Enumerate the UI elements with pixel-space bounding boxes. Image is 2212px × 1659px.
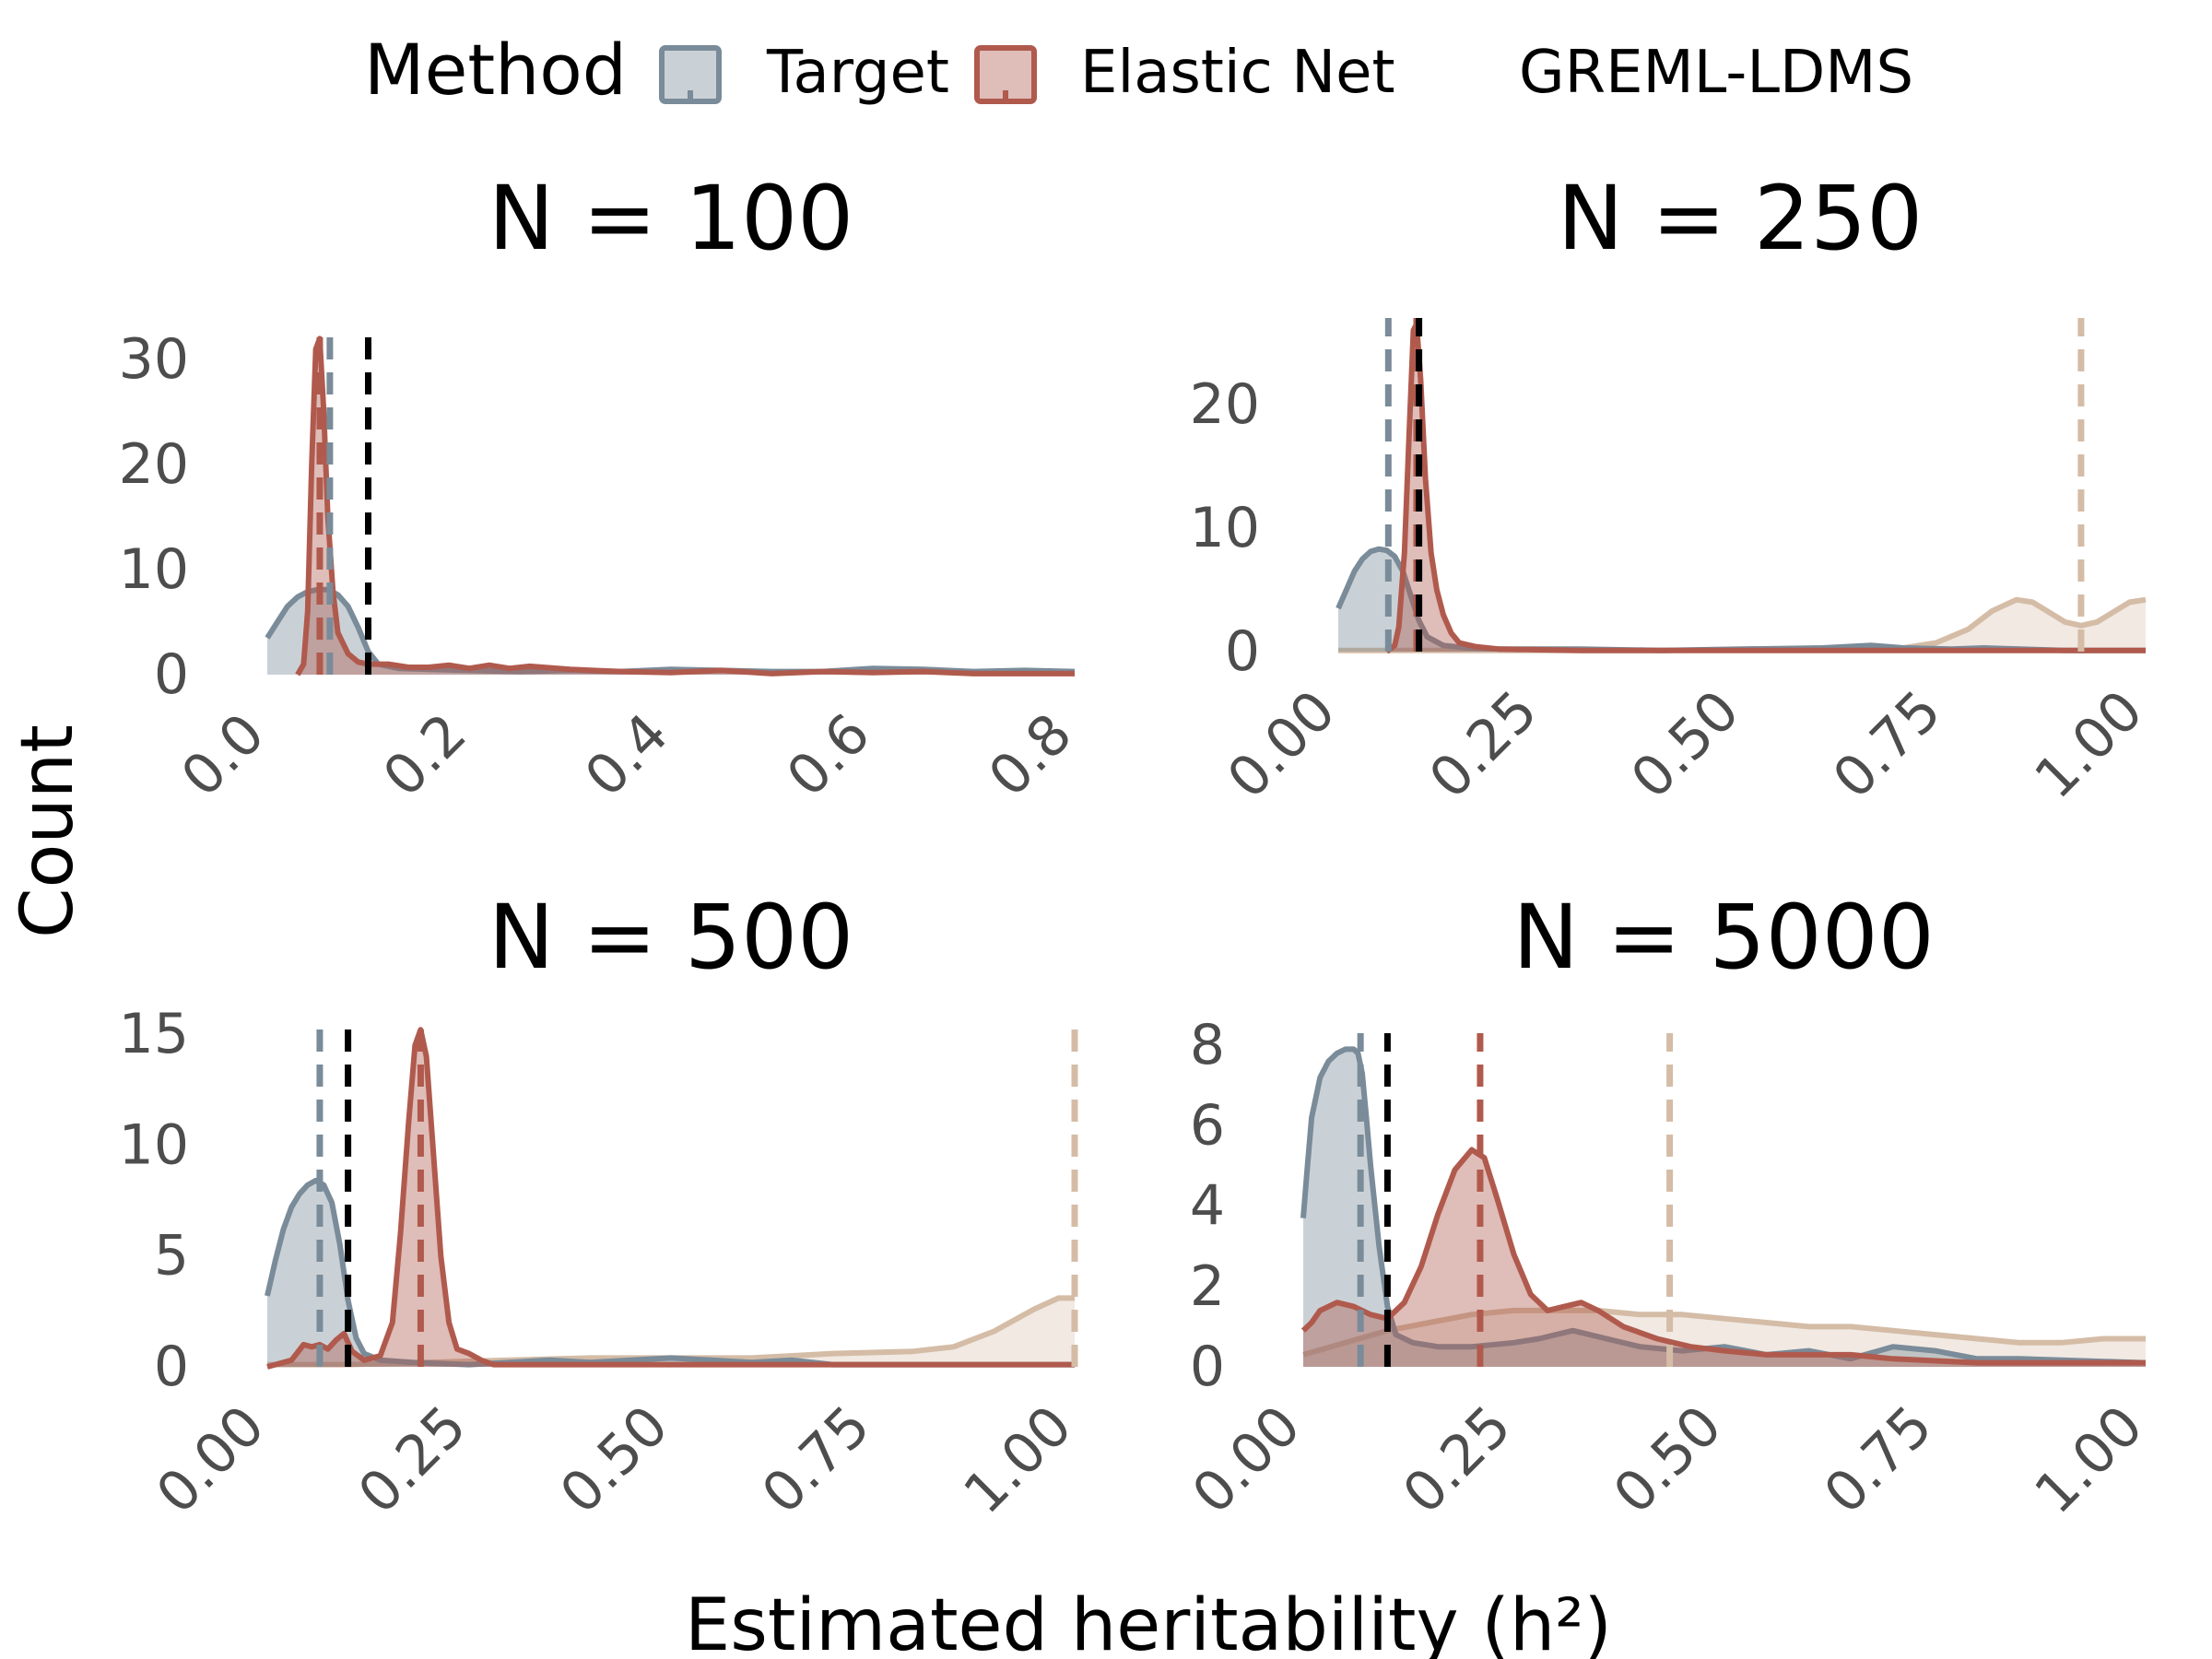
legend-key-target	[659, 45, 722, 104]
density-line-elastic-net	[295, 335, 1075, 677]
panel-n100-plot: 0 10 20 30 0.0 0.2 0.4 0.6 0.8	[119, 327, 1085, 809]
density-area-elastic-net	[267, 1030, 1075, 1367]
y-tick-label: 30	[119, 327, 189, 392]
density-line-target	[265, 586, 1076, 675]
x-tick-label: 0.50	[1602, 1394, 1735, 1526]
x-tick-label: 0.0	[170, 701, 277, 809]
x-tick-label: 0.25	[1418, 678, 1550, 811]
y-tick-label: 15	[119, 1002, 189, 1066]
density-area-greml-ldms	[1338, 599, 2146, 652]
x-tick-label: 0.25	[347, 1394, 479, 1526]
y-tick-label: 6	[1190, 1093, 1225, 1158]
legend-label-target: Target	[766, 39, 949, 107]
y-tick-label: 2	[1190, 1254, 1225, 1319]
x-tick-label: 1.00	[2023, 1394, 2156, 1526]
legend-label-elastic-net: Elastic Net	[1080, 39, 1395, 107]
density-area-target	[1303, 1049, 2146, 1367]
panel-n500-plot: 0 5 10 15 0.00 0.25 0.50 0.75 1.00	[119, 1002, 1085, 1526]
y-tick-label: 0	[1225, 619, 1260, 684]
density-line-elastic-net	[1300, 1147, 2146, 1366]
legend-key-elastic-net	[974, 45, 1037, 104]
panel-n5000: N = 5000 0 2 4 6 8 0.00 0.25 0.50 0.75 1.00	[1181, 886, 2156, 1526]
x-tick-label: 0.50	[1619, 678, 1752, 811]
panel-n250-plot: 0 10 20 0.00 0.25 0.50 0.75 1.00	[1190, 318, 2156, 811]
panel-n5000-plot: 0 2 4 6 8 0.00 0.25 0.50 0.75 1.00	[1181, 1013, 2156, 1526]
legend: Method Target Elastic Net GREML-LDMS	[364, 29, 1913, 111]
density-line-greml-ldms	[1302, 1307, 2146, 1358]
density-area-target	[267, 589, 1075, 675]
x-tick-label: 1.00	[2023, 678, 2156, 811]
panel-n500: N = 500 0 5 10 15 0.00 0.25 0.50 0.75 1.00	[119, 886, 1085, 1526]
y-tick-label: 5	[154, 1224, 189, 1288]
x-tick-label: 0.8	[977, 701, 1085, 809]
y-tick-label: 0	[154, 1335, 189, 1399]
y-tick-label: 20	[1190, 372, 1260, 437]
x-tick-label: 0.00	[145, 1394, 277, 1526]
x-tick-label: 0.6	[775, 701, 883, 809]
y-tick-label: 10	[1190, 496, 1260, 560]
x-tick-label: 0.75	[1821, 678, 1954, 811]
density-line-elastic-net	[266, 1027, 1075, 1370]
density-area-elastic-net	[1303, 1149, 2146, 1367]
y-tick-label: 8	[1190, 1013, 1225, 1077]
x-tick-label: 0.25	[1391, 1394, 1524, 1526]
panel-title: N = 100	[488, 167, 854, 270]
legend-label-greml-ldms: GREML-LDMS	[1519, 39, 1913, 107]
x-tick-label: 0.75	[1812, 1394, 1945, 1526]
x-tick-label: 0.00	[1216, 678, 1348, 811]
y-tick-label: 10	[119, 537, 189, 602]
panel-title: N = 5000	[1512, 886, 1935, 989]
density-area-greml-ldms	[267, 1298, 1075, 1367]
density-area-elastic-net	[297, 338, 1075, 675]
y-tick-label: 0	[1190, 1335, 1225, 1399]
panel-title: N = 500	[488, 886, 854, 989]
y-tick-label: 10	[119, 1112, 189, 1177]
x-tick-label: 0.50	[548, 1394, 681, 1526]
y-tick-label: 4	[1190, 1174, 1225, 1239]
x-axis-label: Estimated heritability (h²)	[685, 1584, 1612, 1659]
panel-n250: N = 250 0 10 20 0.00 0.25 0.50 0.75 1.00	[1190, 167, 2156, 811]
x-tick-label: 0.4	[573, 701, 681, 809]
x-tick-label: 0.75	[750, 1394, 883, 1526]
x-tick-label: 0.2	[371, 701, 479, 809]
x-tick-label: 0.00	[1181, 1394, 1313, 1526]
legend-title: Method	[364, 29, 627, 111]
density-line-elastic-net	[1384, 321, 2146, 654]
panel-title: N = 250	[1558, 167, 1924, 270]
density-line-target	[265, 1177, 1075, 1368]
y-tick-label: 20	[119, 432, 189, 497]
y-axis-label: Count	[6, 724, 89, 938]
x-tick-label: 1.00	[952, 1394, 1085, 1526]
y-tick-label: 0	[154, 642, 189, 707]
panel-n100: N = 100 0 10 20 30 0.0 0.2 0.4 0.6 0.8	[119, 167, 1085, 809]
